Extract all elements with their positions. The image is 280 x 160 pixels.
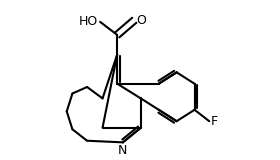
Text: F: F xyxy=(211,115,218,128)
Text: O: O xyxy=(136,14,146,27)
Text: HO: HO xyxy=(79,15,99,28)
Text: N: N xyxy=(118,144,128,157)
